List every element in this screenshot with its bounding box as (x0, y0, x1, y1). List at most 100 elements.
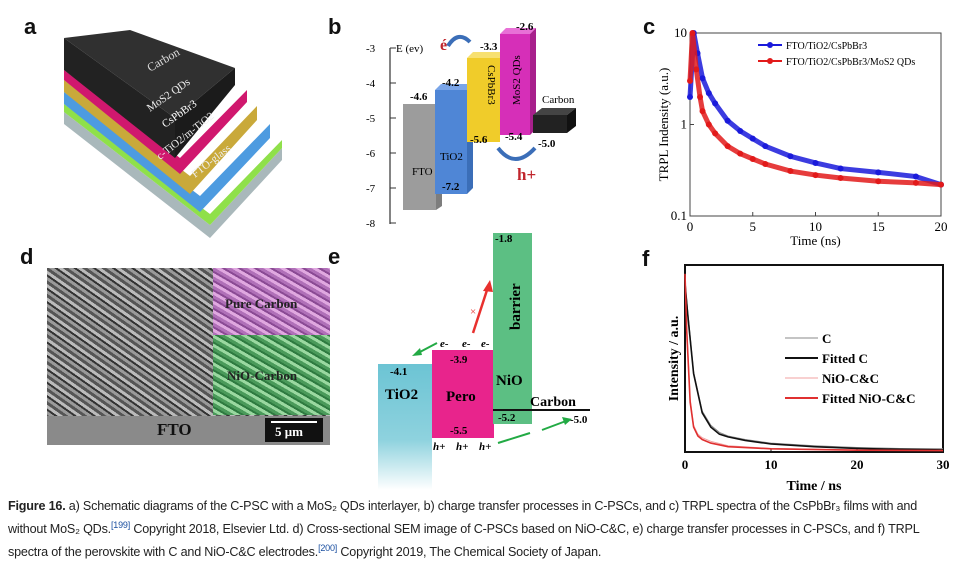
data-point (762, 161, 769, 168)
data-point (724, 143, 731, 150)
x-tick-label: 20 (851, 457, 864, 472)
y-axis-label: Intensity / a.u. (667, 316, 682, 402)
data-point (837, 165, 844, 172)
panel-label-d: d (20, 244, 34, 269)
energy-tick-label: -4 (366, 78, 376, 90)
panel-label-a: a (24, 14, 37, 39)
legend-label-2: NiO-C&C (822, 371, 879, 386)
hole-2: h+ (456, 441, 468, 453)
pero-band (432, 350, 494, 438)
electron-symbol: é (440, 37, 447, 54)
energy-tick-label: -6 (366, 148, 376, 160)
tio2-band (378, 364, 432, 490)
pero-top-level: -3.9 (450, 354, 468, 366)
data-point (812, 172, 819, 179)
electron-2: e- (462, 338, 471, 350)
tio2-label: TiO2 (440, 151, 463, 163)
figure-caption: Figure 16. a) Schematic diagrams of the … (8, 497, 953, 562)
fto-label: FTO (412, 166, 433, 178)
scale-bar (271, 421, 317, 423)
caption-ref-199[interactable]: [199] (110, 520, 131, 530)
data-point (762, 143, 769, 150)
data-point (912, 173, 919, 180)
data-point (787, 168, 794, 175)
x-tick-label: 10 (809, 219, 822, 234)
data-point (705, 121, 712, 128)
legend-label-0: FTO/TiO2/CsPbBr3 (786, 41, 867, 52)
caption-text-2: Copyright 2018, Elsevier Ltd. d) Cross-s… (8, 522, 920, 560)
carbon-level: -5.0 (570, 414, 588, 426)
electron-to-tio2-arrow (412, 342, 438, 356)
cspbbr3-label: CsPbBr3 (485, 65, 497, 105)
carbon-label: Carbon (530, 395, 576, 410)
scale-bar-box: 5 μm (265, 418, 323, 442)
data-point (697, 93, 704, 100)
y-tick-label: 10 (674, 25, 687, 40)
band-diagram-e: -1.8 barrier NiO -5.2 -3.9 Pero -5.5 -4.… (378, 233, 590, 490)
data-point (687, 93, 693, 100)
series-line-0 (684, 282, 944, 450)
panel-label-f: f (642, 246, 650, 271)
mos2-bottom-level: -5.4 (505, 131, 523, 143)
energy-tick-label: -5 (366, 113, 376, 125)
scale-bar-label: 5 μm (275, 424, 303, 439)
y-axis-label: TRPL Indensity (a.u.) (656, 68, 671, 182)
legend-label-1: FTO/TiO2/CsPbBr3/MoS2 QDs (786, 57, 915, 68)
mos2-label: MoS2 QDs (511, 55, 523, 105)
hole-to-carbon-arrow (497, 417, 572, 444)
panel-label-c: c (643, 14, 656, 39)
plot-frame (684, 264, 944, 453)
data-point (938, 181, 944, 188)
region-pure-carbon (213, 268, 330, 335)
y-tick-label: 0.1 (671, 208, 687, 223)
tio2-bottom-level: -7.2 (442, 181, 460, 193)
hole-3: h+ (479, 441, 491, 453)
data-point (699, 108, 706, 115)
data-point (875, 178, 882, 185)
cspbbr3-top-level: -3.3 (480, 41, 498, 53)
data-point (712, 100, 719, 107)
mos2-top-level: -2.6 (516, 21, 534, 33)
bar-cspbbr3 (467, 52, 506, 142)
caption-text-3: Copyright 2019, The Chemical Society of … (337, 545, 602, 560)
panel-label-e: e (328, 244, 341, 269)
hole-transfer-arrow (496, 146, 537, 161)
x-tick-label: 30 (937, 457, 950, 472)
data-point (693, 66, 700, 73)
data-point (837, 175, 844, 182)
bar-tio2 (435, 84, 473, 194)
x-tick-label: 20 (935, 219, 948, 234)
label-pure-carbon: Pure Carbon (225, 296, 298, 311)
data-point (705, 90, 712, 97)
x-axis-label: Time / ns (787, 479, 843, 494)
series-line-3 (684, 273, 944, 452)
legend-label-1: Fitted C (822, 351, 868, 366)
hole-1: h+ (433, 441, 445, 453)
x-tick-label: 5 (750, 219, 757, 234)
series-line-1 (684, 282, 944, 451)
barrier-label: barrier (508, 283, 524, 330)
tio2-level: -4.1 (390, 366, 407, 378)
caption-ref-200[interactable]: [200] (318, 543, 338, 554)
series-line-2 (684, 273, 944, 451)
legend-marker-0 (767, 42, 773, 48)
legend-label-0: C (822, 331, 831, 346)
nio-label: NiO (496, 373, 523, 389)
y-tick-label: 1 (681, 117, 688, 132)
data-point (749, 135, 756, 142)
fto-level: -4.6 (410, 91, 428, 103)
nio-bottom-level: -5.2 (498, 412, 516, 424)
carbon-label: Carbon (542, 94, 575, 106)
band-diagram-b: -3 -4 -5 -6 -7 -8 E (ev) -4.6 FTO -4.2 TiO2 -… (366, 21, 576, 230)
x-tick-label: 0 (687, 219, 694, 234)
x-axis-label: Time (ns) (790, 233, 840, 248)
electron-3: e- (481, 338, 490, 350)
pero-bottom-level: -5.5 (450, 425, 468, 437)
data-point (687, 77, 693, 84)
blocked-mark: × (470, 306, 476, 318)
bar-mos2 (500, 28, 536, 135)
device-stack-schematic: Carbon MoS2 QDs CsPbBr3 c-TiO2/m-TiO2 FT… (64, 30, 282, 238)
data-point (737, 127, 744, 134)
sem-image: Pure Carbon NiO-Carbon FTO 5 μm (47, 268, 330, 445)
